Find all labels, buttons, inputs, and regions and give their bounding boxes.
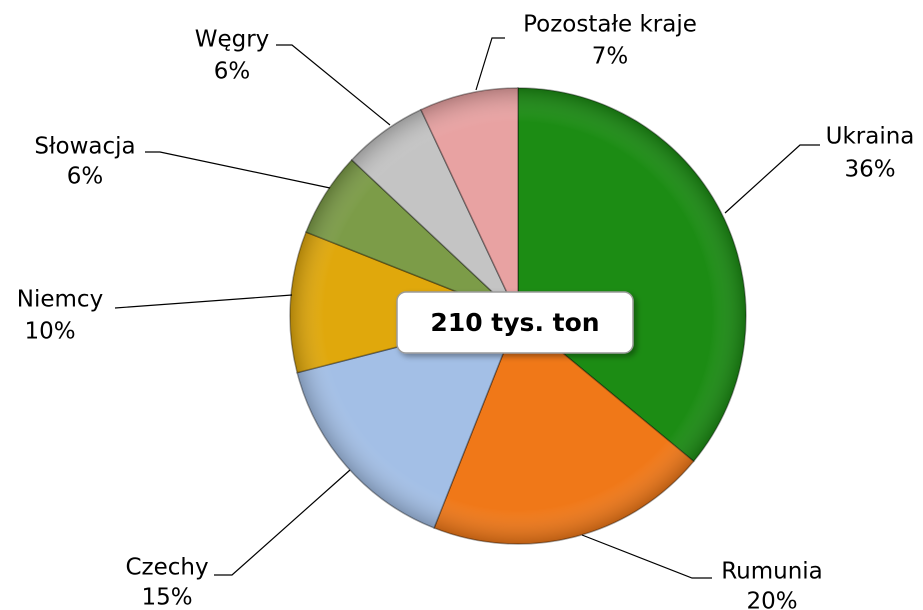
slice-value-label: 20% [746, 589, 797, 610]
slice-value-label: 6% [214, 59, 251, 85]
leader-line [145, 151, 331, 189]
slice-label: Pozostałe kraje [523, 12, 697, 38]
slice-label: Ukraina [826, 124, 915, 150]
leader-line [475, 37, 505, 91]
slice-value-label: 10% [24, 319, 75, 345]
slice-label: Węgry [195, 27, 270, 53]
leader-line [114, 294, 293, 309]
center-box [396, 291, 634, 354]
slice-value-label: 6% [67, 164, 104, 190]
slice-label: Czechy [125, 555, 208, 581]
labels: Ukraina 36% Rumunia 20% Czechy 15% Niemcy 10% Sł… [17, 12, 915, 610]
slice-label: Niemcy [17, 287, 103, 313]
leader-line [724, 144, 820, 214]
slice-label: Rumunia [721, 559, 823, 585]
leader-line [214, 469, 351, 576]
center-annotation: 210 tys. ton [430, 308, 599, 337]
slice-value-label: 7% [592, 44, 629, 70]
slice-value-label: 15% [141, 585, 192, 610]
leader-line [581, 534, 712, 579]
slice-value-label: 36% [844, 157, 895, 183]
slice-label: Słowacja [34, 134, 135, 160]
leader-line [276, 44, 391, 126]
